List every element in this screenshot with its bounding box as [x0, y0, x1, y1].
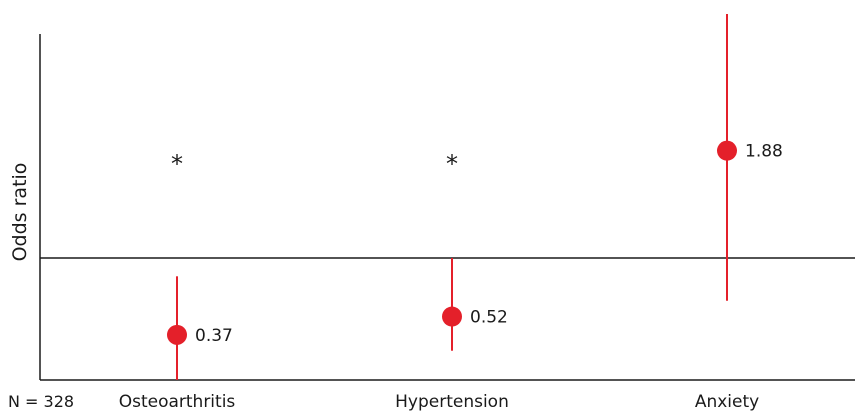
- chart-marks: 0.37 * Osteoarthritis 0.52 * Hypertension 1.88…: [119, 14, 783, 411]
- y-axis-label: Odds ratio: [9, 163, 31, 262]
- point-estimate: [717, 140, 737, 161]
- sample-size-note: N = 328: [8, 392, 74, 411]
- x-tick-label: Anxiety: [695, 392, 759, 411]
- data-label: 0.37: [195, 326, 233, 346]
- x-tick-label: Hypertension: [395, 392, 509, 411]
- point-estimate: [167, 324, 187, 345]
- point-estimate: [442, 306, 462, 327]
- data-label: 0.52: [470, 308, 508, 328]
- data-label: 1.88: [745, 142, 783, 162]
- x-tick-label: Osteoarthritis: [119, 392, 236, 411]
- significance-marker: *: [171, 150, 183, 178]
- significance-marker: *: [446, 150, 458, 178]
